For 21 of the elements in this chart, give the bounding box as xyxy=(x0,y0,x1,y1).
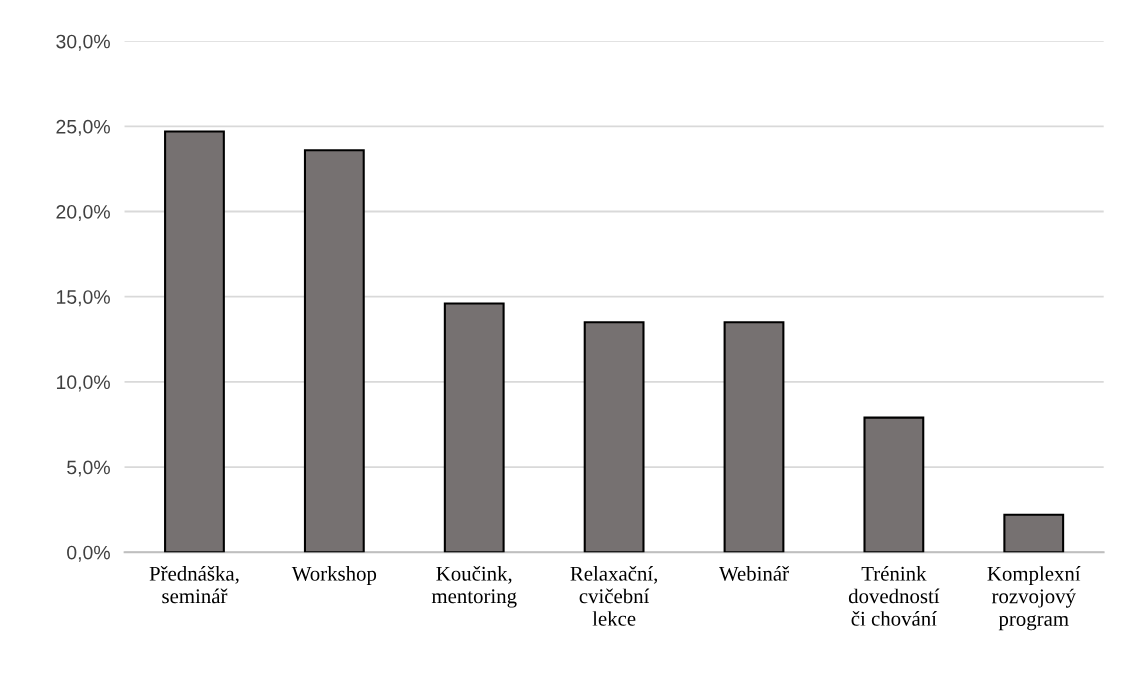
bar xyxy=(1003,513,1065,553)
y-tick-label: 20,0% xyxy=(56,204,110,222)
x-tick-label: Trénink dovedností či chování xyxy=(848,566,940,626)
bar xyxy=(863,416,925,553)
y-tick-label: 10,0% xyxy=(56,375,110,392)
y-tick-label: 30,0% xyxy=(56,34,110,51)
y-tick-label: 5,0% xyxy=(67,460,110,477)
y-tick-label: 15,0% xyxy=(56,290,110,307)
bar xyxy=(303,149,365,553)
x-tick-label: Komplexní rozvojový program xyxy=(987,566,1081,631)
x-tick-label: Koučink, mentoring xyxy=(431,566,517,608)
y-tick-label: 25,0% xyxy=(56,119,110,136)
bar xyxy=(723,321,785,553)
bar xyxy=(164,130,225,553)
bar xyxy=(443,302,505,553)
x-tick-label: Webinář xyxy=(718,566,789,581)
x-tick-label: Přednáška, seminář xyxy=(149,566,239,604)
y-tick-label: 0,0% xyxy=(67,545,110,562)
x-tick-label: Relaxační, cvičební lekce xyxy=(570,566,658,626)
x-tick-label: Workshop xyxy=(291,566,377,586)
bar xyxy=(583,321,645,553)
